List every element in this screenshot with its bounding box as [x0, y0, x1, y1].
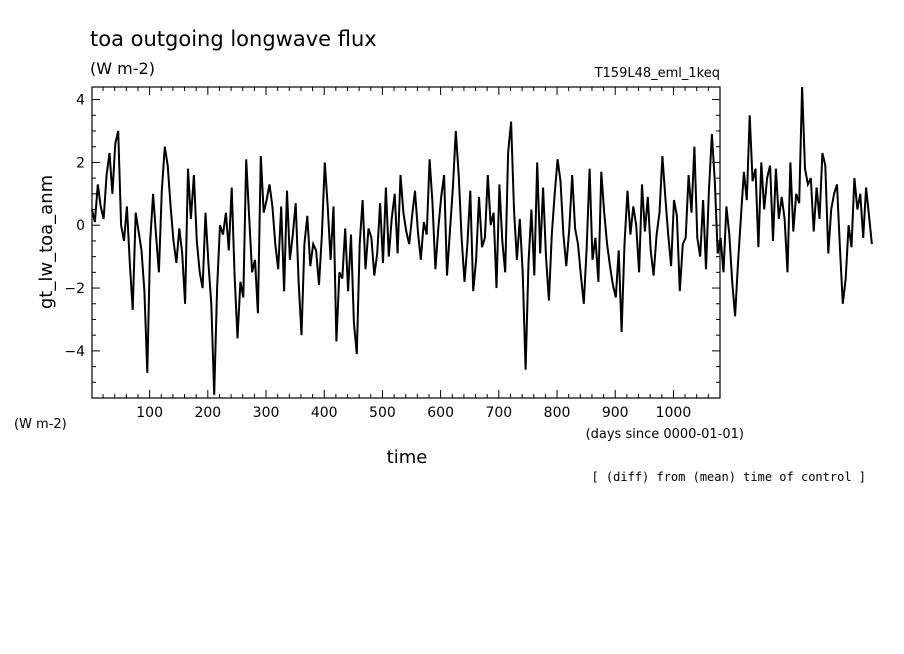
x-tick-label: 400: [311, 405, 338, 421]
y-tick-label: −4: [64, 344, 85, 360]
y-tick-label: 0: [76, 218, 85, 234]
x-tick-label: 900: [602, 405, 629, 421]
x-tick-labels: 100 200 300 400 500 600 700 800 900 1000: [136, 405, 691, 421]
chart-units: (W m-2): [90, 59, 155, 78]
y-axis-label: gt_lw_toa_anm: [36, 175, 57, 309]
x-tick-label: 700: [485, 405, 512, 421]
diff-note: [ (diff) from (mean) time of control ]: [591, 470, 866, 484]
y-tick-label: 4: [76, 93, 85, 109]
series-line: [91, 86, 873, 395]
chart-title: toa outgoing longwave flux: [90, 27, 377, 51]
y-tick-label: 2: [76, 155, 85, 171]
x-tick-label: 200: [194, 405, 221, 421]
x-axis-units: (days since 0000-01-01): [586, 427, 744, 442]
x-tick-label: 600: [427, 405, 454, 421]
axis-ticks: [92, 87, 720, 399]
x-tick-label: 100: [136, 405, 163, 421]
y-axis-units: (W m-2): [14, 417, 67, 432]
x-tick-label: 300: [253, 405, 280, 421]
x-tick-label: 1000: [656, 405, 692, 421]
plot-area: [91, 86, 873, 399]
y-tick-label: −2: [64, 281, 85, 297]
y-tick-labels: −4 −2 0 2 4: [64, 93, 85, 360]
experiment-label: T159L48_eml_1keq: [594, 66, 720, 81]
x-tick-label: 800: [544, 405, 571, 421]
x-axis-label: time: [387, 447, 428, 468]
x-tick-label: 500: [369, 405, 396, 421]
